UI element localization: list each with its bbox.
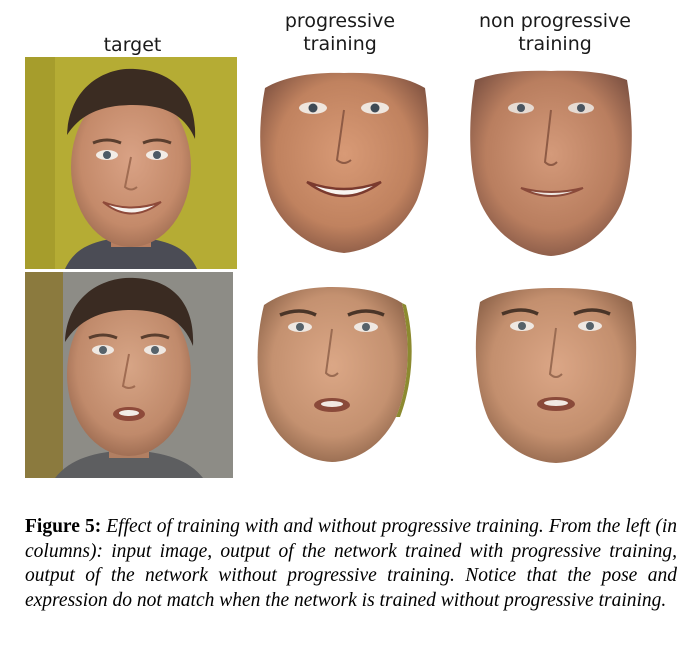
progressive-output-row1 xyxy=(255,70,433,255)
target-photo-row1 xyxy=(25,57,237,269)
column-header-non-progressive: non progressive training xyxy=(479,10,631,55)
figure-caption: Figure 5: Effect of training with and wi… xyxy=(25,515,677,613)
column-header-target: target xyxy=(103,34,162,56)
non-progressive-output-row2 xyxy=(470,286,642,464)
caption-text: Effect of training with and without prog… xyxy=(25,516,677,611)
caption-label: Figure 5: xyxy=(25,516,102,537)
target-photo-row2 xyxy=(25,272,233,478)
progressive-output-row2 xyxy=(250,285,415,463)
non-progressive-output-row1 xyxy=(465,68,637,258)
column-header-progressive: progressive training xyxy=(284,10,396,55)
